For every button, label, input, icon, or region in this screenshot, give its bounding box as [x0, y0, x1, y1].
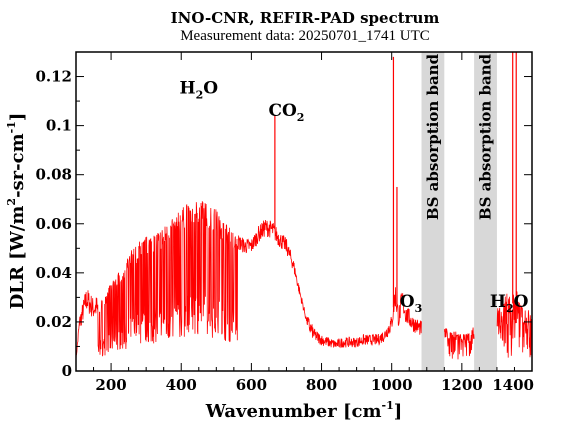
y-tick-label: 0.08 — [35, 166, 72, 184]
y-axis-label: DLR [W/m2-sr-cm-1] — [5, 113, 28, 310]
y-tick-label: 0 — [62, 362, 72, 380]
spectrum-series — [76, 52, 532, 362]
y-tick-label: 0.12 — [35, 68, 72, 86]
band-label: BS absorption band — [424, 53, 442, 220]
x-tick-label: 200 — [95, 376, 126, 394]
chart-title: INO-CNR, REFIR-PAD spectrum — [171, 9, 440, 27]
x-tick-label: 400 — [166, 376, 197, 394]
plot-frame — [75, 51, 533, 372]
y-tick-label: 0.04 — [35, 264, 72, 282]
species-label: H2O — [490, 292, 529, 315]
axis-ticks: 200 400 600 800 1000 1200 1400 0 0.02 0.04 0.06 0.0… — [35, 52, 534, 394]
x-tick-label: 1200 — [441, 376, 483, 394]
y-tick-label: 0.02 — [35, 313, 72, 331]
x-tick-label: 600 — [236, 376, 267, 394]
spectrum-line — [76, 201, 532, 362]
y-tick-label: 0.06 — [35, 215, 72, 233]
x-tick-label: 800 — [306, 376, 337, 394]
absorption-bands: BS absorption band BS absorption band — [421, 52, 497, 371]
species-annotations: H2O CO2 O3 H2O — [180, 79, 529, 315]
x-axis-label: Wavenumber [cm-1] — [205, 399, 403, 422]
species-label: H2O — [180, 79, 219, 102]
x-tick-label: 1400 — [492, 376, 534, 394]
species-label: CO2 — [268, 101, 304, 124]
band-label: BS absorption band — [477, 53, 495, 220]
absorption-band — [421, 52, 445, 371]
y-tick-label: 0.1 — [46, 117, 72, 135]
absorption-band — [474, 52, 497, 371]
species-label: O3 — [400, 292, 422, 315]
chart-subtitle: Measurement data: 20250701_1741 UTC — [180, 28, 430, 44]
x-tick-label: 1000 — [371, 376, 413, 394]
